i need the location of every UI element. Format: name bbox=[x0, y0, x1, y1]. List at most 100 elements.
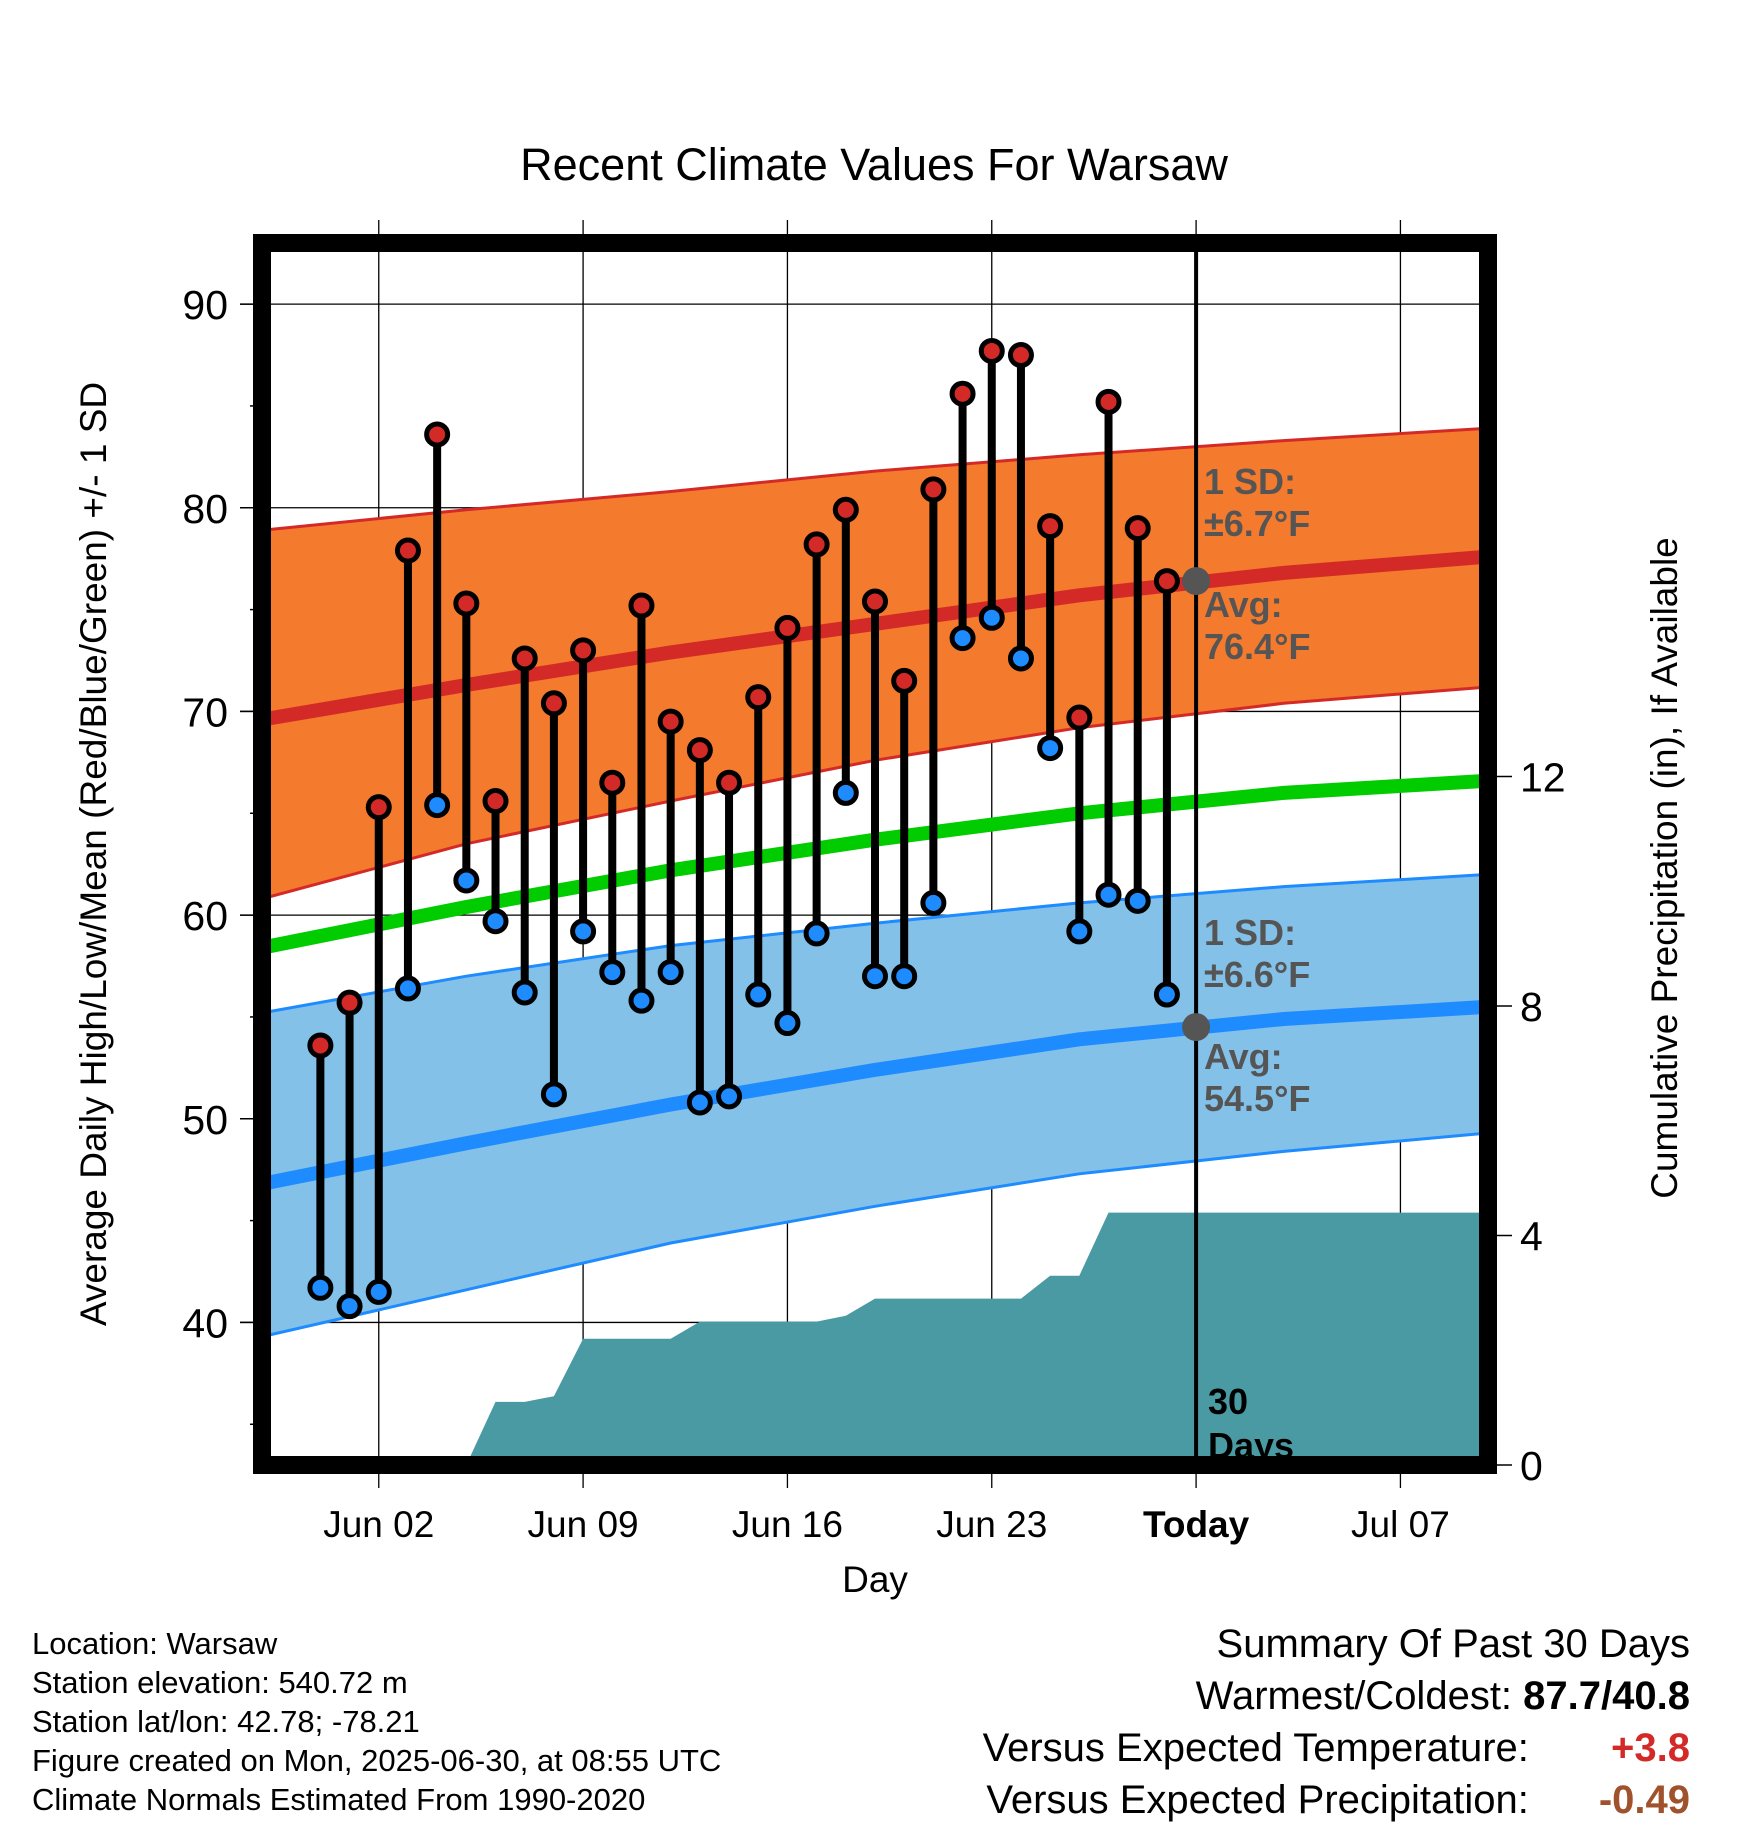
daily-low-marker bbox=[336, 1293, 363, 1320]
y-tick-label: 90 bbox=[182, 282, 228, 328]
high-sd-band-upper-edge bbox=[262, 426, 1488, 532]
daily-low-marker bbox=[774, 1010, 801, 1037]
daily-low-marker bbox=[424, 792, 451, 819]
y-axis-left-label: Average Daily High/Low/Mean (Red/Blue/Gr… bbox=[73, 382, 114, 1326]
latlon-text: Station lat/lon: 42.78; -78.21 bbox=[32, 1704, 420, 1739]
daily-low-marker bbox=[628, 987, 655, 1014]
daily-low-marker bbox=[599, 959, 626, 986]
daily-low-marker bbox=[1153, 981, 1180, 1008]
daily-high-marker bbox=[978, 337, 1005, 364]
chart-title: Recent Climate Values For Warsaw bbox=[520, 139, 1228, 190]
x-tick-label: Jun 16 bbox=[732, 1504, 843, 1545]
y2-tick-label: 8 bbox=[1520, 984, 1543, 1030]
daily-high-marker bbox=[832, 496, 859, 523]
daily-low-marker bbox=[453, 867, 480, 894]
high-sd-value: ±6.7°F bbox=[1204, 503, 1310, 544]
elevation-text: Station elevation: 540.72 m bbox=[32, 1665, 408, 1700]
days-count-label: 30 bbox=[1208, 1381, 1248, 1422]
daily-high-marker bbox=[1007, 342, 1034, 369]
daily-low-marker bbox=[307, 1274, 334, 1301]
daily-low-marker bbox=[686, 1089, 713, 1116]
daily-high-marker bbox=[1037, 513, 1064, 540]
daily-high-marker bbox=[628, 592, 655, 619]
summary-title: Summary Of Past 30 Days bbox=[1216, 1622, 1690, 1666]
daily-high-marker bbox=[657, 708, 684, 735]
y-tick-label: 70 bbox=[182, 689, 228, 735]
high-avg-label: Avg: bbox=[1204, 584, 1283, 625]
daily-high-marker bbox=[920, 476, 947, 503]
chart-annotations: 1 SD: ±6.7°F Avg: 76.4°F 1 SD: ±6.6°F Av… bbox=[1204, 461, 1310, 1466]
daily-low-marker bbox=[1007, 645, 1034, 672]
y-axis-right-label: Cumulative Precipitation (in), If Availa… bbox=[1644, 537, 1685, 1199]
low-avg-value: 54.5°F bbox=[1204, 1078, 1310, 1119]
daily-low-marker bbox=[365, 1278, 392, 1305]
x-tick-label: Jun 09 bbox=[528, 1504, 639, 1545]
daily-high-marker bbox=[1066, 704, 1093, 731]
daily-high-marker bbox=[599, 769, 626, 796]
y-tick-label: 60 bbox=[182, 893, 228, 939]
location-text: Location: Warsaw bbox=[32, 1626, 278, 1661]
precip-area bbox=[408, 1212, 1488, 1465]
precipitation-area bbox=[408, 243, 1488, 1465]
summary-warm-cold-row: Warmest/Coldest: 87.7/40.8 bbox=[983, 1670, 1690, 1722]
daily-low-marker bbox=[920, 889, 947, 916]
low-normal-line bbox=[262, 999, 1488, 1191]
high-avg-value: 76.4°F bbox=[1204, 626, 1310, 667]
daily-high-marker bbox=[453, 590, 480, 617]
daily-low-marker bbox=[570, 918, 597, 945]
daily-high-marker bbox=[949, 380, 976, 407]
daily-low-marker bbox=[1037, 735, 1064, 762]
low-avg-label: Avg: bbox=[1204, 1036, 1283, 1077]
daily-low-marker bbox=[891, 963, 918, 990]
warm-cold-label: Warmest/Coldest: bbox=[1195, 1674, 1513, 1718]
daily-high-marker bbox=[570, 637, 597, 664]
daily-low-marker bbox=[949, 625, 976, 652]
daily-high-marker bbox=[540, 690, 567, 717]
daily-low-marker bbox=[745, 981, 772, 1008]
daily-low-marker bbox=[832, 779, 859, 806]
daily-high-marker bbox=[365, 794, 392, 821]
precip-anomaly-label: Versus Expected Precipitation: bbox=[986, 1778, 1529, 1822]
daily-low-marker bbox=[1095, 881, 1122, 908]
daily-low-marker bbox=[1124, 887, 1151, 914]
summary-panel: Summary Of Past 30 Days Warmest/Coldest:… bbox=[983, 1618, 1690, 1826]
warm-cold-value: 87.7/40.8 bbox=[1523, 1674, 1690, 1718]
daily-high-marker bbox=[307, 1032, 334, 1059]
daily-high-marker bbox=[1124, 515, 1151, 542]
y-tick-label: 50 bbox=[182, 1097, 228, 1143]
daily-low-marker bbox=[511, 979, 538, 1006]
daily-low-marker bbox=[978, 604, 1005, 631]
climate-chart: Recent Climate Values For Warsaw 1 SD: ±… bbox=[73, 139, 1685, 1600]
daily-high-marker bbox=[336, 989, 363, 1016]
station-info: Location: Warsaw Station elevation: 540.… bbox=[32, 1624, 721, 1819]
x-tick-label: Jun 02 bbox=[323, 1504, 434, 1545]
summary-precip-row: Versus Expected Precipitation: -0.49 bbox=[983, 1774, 1690, 1826]
low-sd-value: ±6.6°F bbox=[1204, 954, 1310, 995]
x-axis-label: Day bbox=[842, 1559, 908, 1600]
daily-high-marker bbox=[1153, 568, 1180, 595]
daily-high-marker bbox=[891, 667, 918, 694]
axes: 40 50 60 70 80 90 0 4 8 12 Jun 02 Jun 09 Jun 16 Jun 2… bbox=[182, 282, 1565, 1545]
daily-high-marker bbox=[774, 614, 801, 641]
y2-tick-label: 4 bbox=[1520, 1214, 1543, 1260]
low-sd-band bbox=[262, 874, 1488, 1337]
daily-low-marker bbox=[716, 1083, 743, 1110]
daily-low-marker bbox=[1066, 918, 1093, 945]
daily-high-marker bbox=[482, 788, 509, 815]
temp-anomaly-label: Versus Expected Temperature: bbox=[982, 1726, 1529, 1770]
daily-low-marker bbox=[803, 920, 830, 947]
high-normal-marker bbox=[1182, 567, 1211, 596]
daily-high-marker bbox=[1095, 388, 1122, 415]
daily-high-marker bbox=[862, 588, 888, 615]
daily-low-marker bbox=[657, 959, 684, 986]
daily-low-marker bbox=[862, 963, 888, 990]
x-tick-label: Jul 07 bbox=[1351, 1504, 1450, 1545]
y2-tick-label: 12 bbox=[1520, 755, 1566, 801]
temp-anomaly-value: +3.8 bbox=[1611, 1726, 1690, 1770]
daily-high-marker bbox=[716, 769, 743, 796]
x-tick-label: Jun 23 bbox=[936, 1504, 1047, 1545]
precip-anomaly-value: -0.49 bbox=[1598, 1778, 1690, 1822]
x-tick-label: Today bbox=[1143, 1504, 1250, 1545]
daily-observations bbox=[307, 337, 1211, 1320]
daily-low-marker bbox=[482, 908, 509, 935]
